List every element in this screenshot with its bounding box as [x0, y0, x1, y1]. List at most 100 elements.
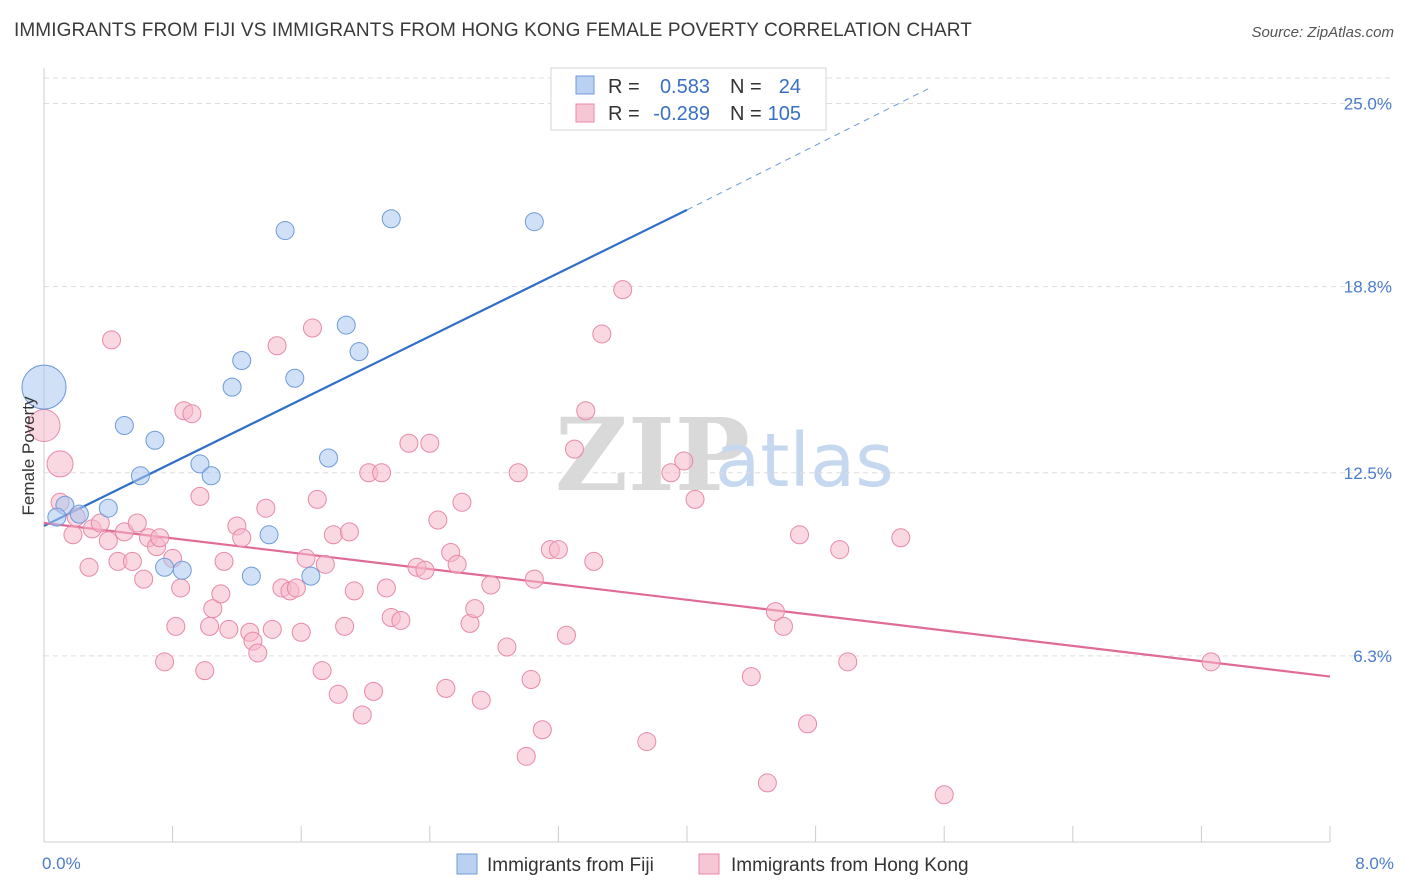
point-hk-64: [428, 510, 448, 530]
point-fiji-14: [259, 525, 279, 545]
point-hk-26: [200, 616, 220, 636]
point-hk-21: [171, 578, 191, 598]
point-hk-56: [372, 463, 392, 483]
point-hk-82: [564, 439, 584, 459]
point-hk-32: [232, 528, 252, 548]
x-tick-label-0: 0.0%: [42, 854, 81, 873]
point-hk-27: [203, 599, 223, 619]
point-hk-23: [182, 404, 202, 424]
trend-lines: [43, 88, 1331, 678]
point-hk-68: [452, 492, 472, 512]
point-hk-55: [364, 681, 384, 701]
point-hk-72: [481, 575, 501, 595]
point-hk-44: [302, 318, 322, 338]
point-hk-67: [447, 554, 467, 574]
y-axis-label: Female Poverty: [19, 396, 38, 516]
point-hk-94: [773, 616, 793, 636]
legend-r-label-fiji: R =: [608, 76, 640, 98]
point-hk-78: [532, 720, 552, 740]
point-fiji-2: [69, 504, 89, 524]
data-points: [21, 209, 1221, 805]
point-hk-99: [891, 528, 911, 548]
trend-line-fiji: [43, 208, 688, 527]
point-fiji-8: [172, 560, 192, 580]
point-hk-62: [415, 560, 435, 580]
point-hk-95: [790, 525, 810, 545]
trend-extension-fiji: [686, 88, 929, 211]
legend-n-value-fiji: 24: [779, 76, 801, 98]
point-hk-7: [90, 513, 110, 533]
point-hk-87: [637, 732, 657, 752]
point-hk-41: [286, 578, 306, 598]
point-hk-100: [934, 785, 954, 805]
point-hk-24: [190, 486, 210, 506]
point-hk-18: [155, 652, 175, 672]
point-hk-98: [838, 652, 858, 672]
point-hk-46: [312, 661, 332, 681]
legend-frame: [550, 67, 827, 131]
point-hk-97: [830, 540, 850, 560]
point-hk-71: [471, 690, 491, 710]
point-fiji-3: [98, 498, 118, 518]
point-hk-57: [376, 578, 396, 598]
point-hk-3: [63, 525, 83, 545]
point-fiji-12: [232, 351, 252, 371]
y-tick-label-0: 6.3%: [1353, 647, 1392, 666]
point-hk-59: [391, 610, 411, 630]
legend-swatch-hk: [575, 103, 595, 123]
point-hk-91: [741, 667, 761, 687]
point-hk-88: [661, 463, 681, 483]
legend-r-label-hk: R =: [608, 103, 640, 125]
point-hk-101: [1201, 652, 1221, 672]
point-hk-29: [214, 551, 234, 571]
point-hk-76: [521, 670, 541, 690]
point-hk-89: [674, 451, 694, 471]
legend-n-value-hk: 105: [768, 103, 801, 125]
point-fiji-18: [319, 448, 339, 468]
point-fiji-21: [381, 209, 401, 229]
y-tick-label-2: 18.8%: [1344, 278, 1392, 297]
point-hk-90: [685, 489, 705, 509]
point-fiji-0: [21, 364, 67, 410]
point-hk-1: [46, 450, 74, 478]
point-hk-20: [166, 616, 186, 636]
point-hk-8: [98, 531, 118, 551]
point-hk-14: [134, 569, 154, 589]
point-hk-52: [344, 581, 364, 601]
point-fiji-11: [222, 377, 242, 397]
point-hk-38: [267, 336, 287, 356]
watermark-atlas: atlas: [715, 418, 894, 504]
point-hk-93: [765, 602, 785, 622]
y-tick-label-1: 12.5%: [1344, 464, 1392, 483]
point-fiji-9: [190, 454, 210, 474]
point-hk-25: [195, 661, 215, 681]
point-hk-36: [256, 498, 276, 518]
legend-swatch-fiji: [575, 75, 595, 95]
point-hk-28: [211, 584, 231, 604]
watermark: ZIP atlas: [555, 396, 894, 514]
point-hk-53: [352, 705, 372, 725]
chart-title: IMMIGRANTS FROM FIJI VS IMMIGRANTS FROM …: [14, 20, 972, 41]
point-fiji-15: [275, 221, 295, 241]
legend: R = 0.583 N = 24 R = -0.289 N = 105: [550, 67, 827, 131]
point-hk-74: [508, 463, 528, 483]
legend-n-label-fiji: N =: [730, 76, 762, 98]
point-hk-84: [584, 551, 604, 571]
point-hk-83: [576, 401, 596, 421]
chart-source: Source: ZipAtlas.com: [1251, 24, 1394, 41]
point-fiji-7: [155, 557, 175, 577]
point-hk-75: [516, 746, 536, 766]
point-hk-80: [548, 540, 568, 560]
bottom-legend: Immigrants from Fiji Immigrants from Hon…: [456, 853, 969, 876]
point-fiji-5: [130, 466, 150, 486]
legend-r-value-fiji: 0.583: [660, 76, 710, 98]
point-hk-51: [339, 522, 359, 542]
point-fiji-20: [349, 342, 369, 362]
bottom-legend-swatch-hk: [698, 853, 720, 875]
point-hk-35: [248, 643, 268, 663]
point-hk-13: [127, 513, 147, 533]
point-fiji-13: [241, 566, 261, 586]
y-tick-label-3: 25.0%: [1344, 95, 1392, 114]
point-hk-96: [798, 714, 818, 734]
